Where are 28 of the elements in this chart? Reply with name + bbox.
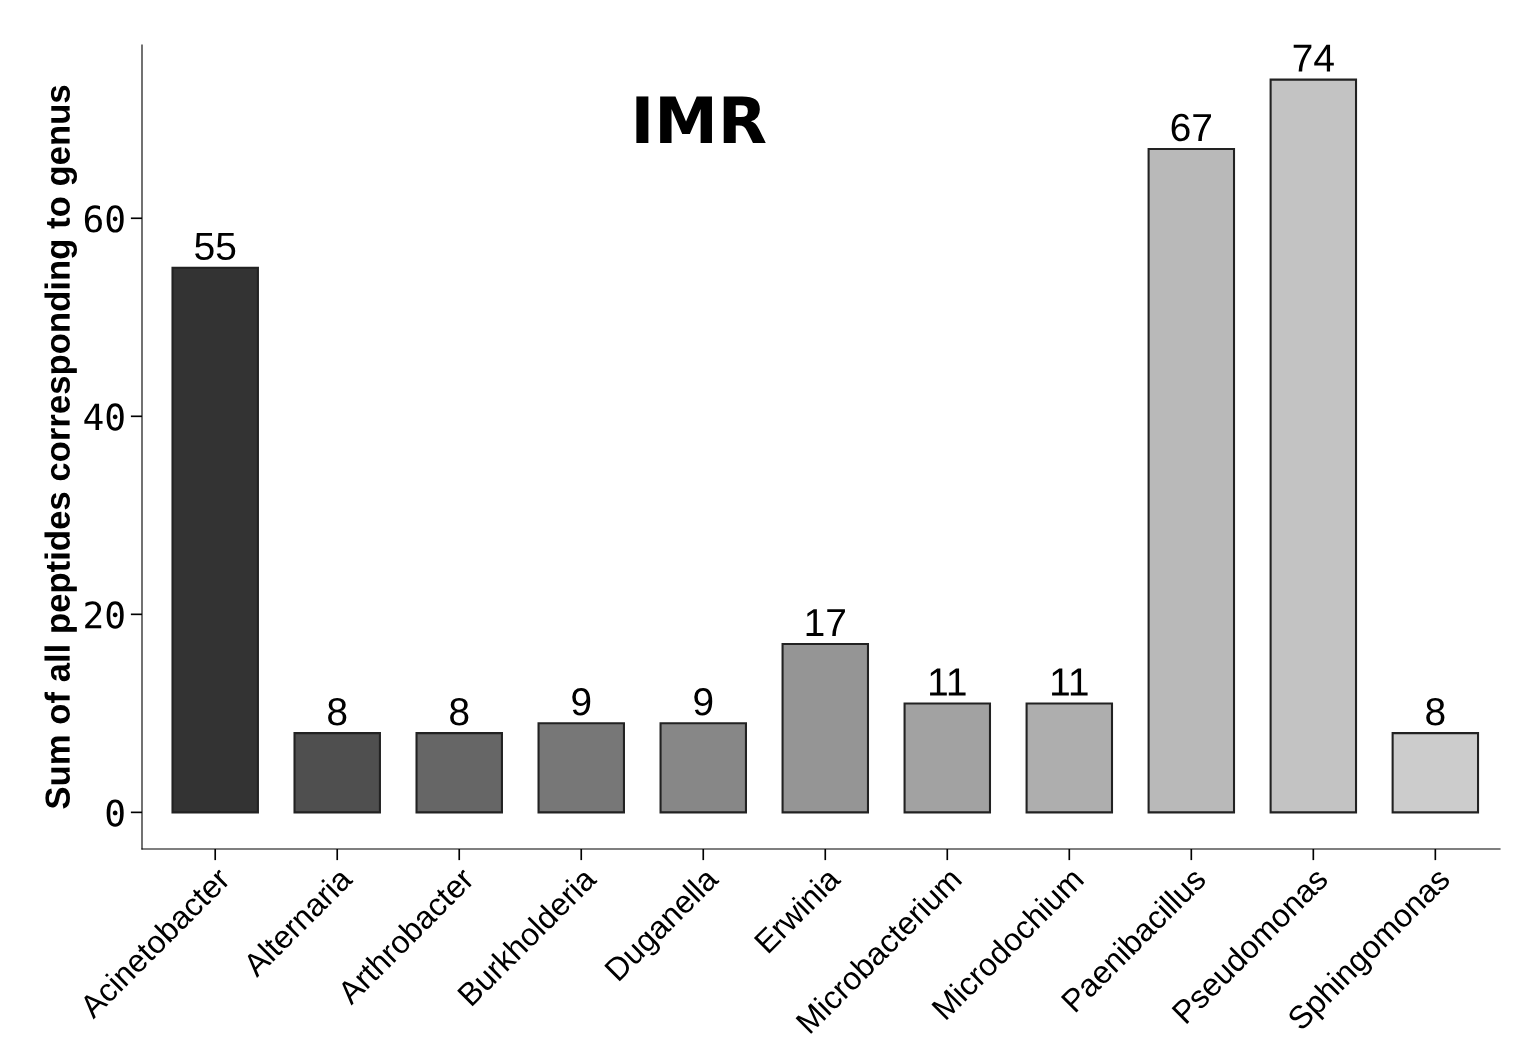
bar xyxy=(781,643,870,814)
data-label: 11 xyxy=(1052,668,1088,696)
bar xyxy=(659,722,747,814)
data-label: 67 xyxy=(1171,113,1211,142)
data-label: 9 xyxy=(572,688,591,716)
data-label: 74 xyxy=(1293,44,1334,72)
y-tick-label: 0 xyxy=(106,799,124,827)
data-label: 8 xyxy=(450,697,469,726)
data-label: 55 xyxy=(195,232,236,261)
bar xyxy=(415,732,503,814)
y-tick-label: 40 xyxy=(84,403,124,431)
bar xyxy=(1147,147,1236,814)
data-label: 8 xyxy=(1426,697,1445,726)
data-label: 9 xyxy=(694,688,713,716)
y-tick-label: 60 xyxy=(84,205,124,233)
bar xyxy=(1025,702,1114,814)
y-axis-title: Sum of all peptides corresponding to genus xyxy=(44,85,77,809)
bar xyxy=(1269,78,1358,814)
y-tick-label: 20 xyxy=(85,601,124,629)
bar xyxy=(293,732,381,814)
text: IMR xyxy=(636,96,766,144)
data-label: 11 xyxy=(930,668,966,696)
bar xyxy=(903,702,992,814)
data-label: 17 xyxy=(806,609,845,636)
bar xyxy=(171,266,259,814)
data-label: 8 xyxy=(328,697,347,726)
bar xyxy=(537,722,625,814)
bar xyxy=(1391,732,1480,814)
